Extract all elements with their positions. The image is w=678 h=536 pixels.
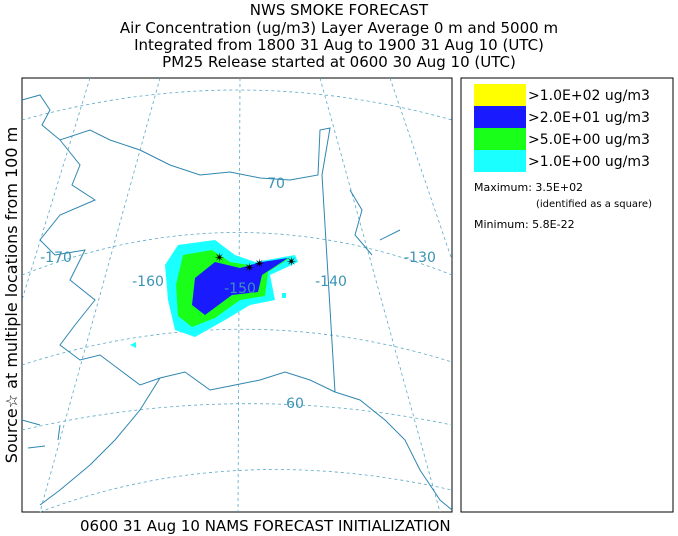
graticule-label: -130 [404,250,436,266]
legend-label: >1.0E+00 ug/m3 [528,154,650,170]
minimum: Minimum: 5.8E-22 [474,218,575,231]
footer: 0600 31 Aug 10 NAMS FORECAST INITIALIZAT… [80,517,451,535]
parallel [21,328,453,366]
plume-layer [192,258,288,315]
legend-label: >5.0E+00 ug/m3 [528,132,650,148]
meridian [21,77,91,301]
title: NWS SMOKE FORECAST [250,1,429,19]
map: -170 -160 -150 -140 -130 70 60 ✴ ✴ ✴ ✴ [21,77,453,513]
subtitle: PM25 Release started at 0600 30 Aug 10 (… [162,53,516,71]
legend: Maximum: 3.5E+02 (identified as a square… [460,77,674,513]
parallel [21,89,453,121]
legend-swatch [474,128,526,150]
source-marker: ✴ [214,251,225,266]
graticule-label: 70 [267,176,285,192]
subtitle: Air Concentration (ug/m3) Layer Average … [120,19,558,37]
legend-swatch [474,106,526,128]
source-markers: ✴ ✴ ✴ ✴ [214,251,297,276]
maximum-note: (identified as a square) [536,199,652,210]
graticule-label: -170 [40,250,72,266]
source-marker: ✴ [254,257,265,272]
source-marker: ✴ [244,261,255,276]
graticule-label: 60 [286,396,304,412]
parallel [39,469,453,513]
smoke-plume [130,240,298,348]
coastline [39,139,336,393]
parallel [21,232,453,276]
maximum: Maximum: 3.5E+02 [474,181,583,194]
meridian [389,77,453,261]
source-marker: ✴ [286,255,297,270]
coastline [21,419,61,449]
legend-swatch [474,84,526,106]
side-label: Source☆ at multiple locations from 100 m [2,127,21,463]
coastline [39,377,161,506]
river [349,189,401,256]
coastline [21,94,453,511]
graticule-label: -140 [315,274,347,290]
parallel [21,403,453,431]
subtitle: Integrated from 1800 31 Aug to 1900 31 A… [134,36,544,54]
legend-label: >2.0E+01 ug/m3 [528,110,650,126]
legend-swatch [474,150,526,172]
graticule-label: -150 [224,281,256,297]
graticule-label: -160 [132,274,164,290]
legend-label: >1.0E+02 ug/m3 [528,88,650,104]
